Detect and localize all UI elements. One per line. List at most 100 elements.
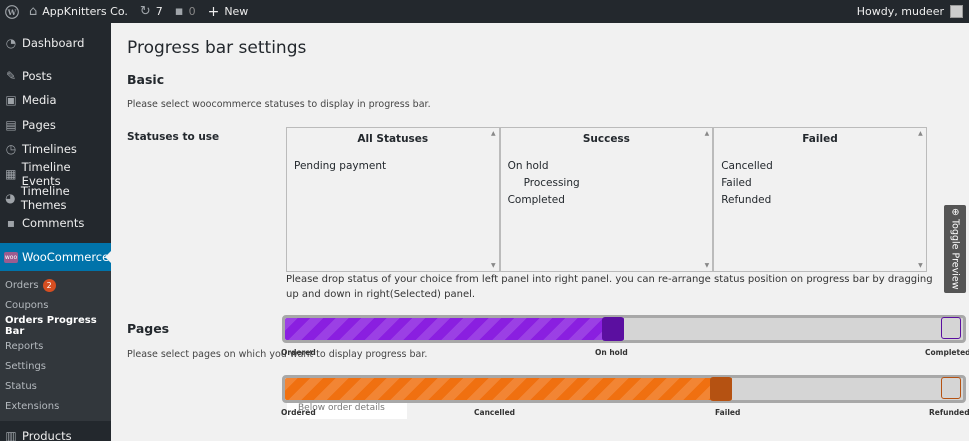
toggle-preview-button[interactable]: ⊕ Toggle Preview — [944, 205, 966, 293]
status-item-pending-payment[interactable]: Pending payment — [294, 160, 387, 172]
bar-label-completed: Completed — [925, 348, 969, 357]
greeting: Howdy, mudeer — [856, 5, 944, 18]
panel-title: All Statuses — [357, 133, 429, 145]
bar-label-refunded: Refunded — [929, 408, 969, 417]
sidebar-item-label: Media — [22, 93, 57, 108]
plus-icon: + — [207, 3, 220, 20]
main-content: Progress bar settings Basic Please selec… — [111, 23, 969, 441]
sidebar-item-dashboard[interactable]: ◔ Dashboard — [0, 31, 111, 56]
status-item-cancelled[interactable]: Cancelled — [721, 160, 773, 172]
status-item-on-hold[interactable]: On hold — [507, 160, 549, 172]
sidebar-item-label: Timeline Events — [21, 159, 71, 188]
status-item-processing[interactable]: Processing — [523, 177, 580, 189]
sidebar-item-label: Comments — [22, 215, 85, 230]
archive-icon: ▥ — [5, 429, 17, 441]
clock-icon: ◷ — [5, 142, 17, 157]
end-status-marker — [941, 317, 961, 339]
sidebar-item-label: WooCommerce — [22, 250, 110, 264]
submenu-label: Orders Progress Bar — [5, 314, 97, 337]
avatar — [950, 5, 963, 18]
updates-count: 7 — [155, 5, 163, 18]
scroll-down-icon[interactable]: ▼ — [918, 262, 923, 269]
toggle-preview-label: ⊕ Toggle Preview — [949, 208, 961, 290]
drop-instructions: Please drop status of your choice from l… — [286, 274, 933, 300]
panel-title: Failed — [802, 133, 838, 145]
page-option-popup[interactable]: Below order details — [287, 403, 407, 419]
submenu-item-settings[interactable]: Settings — [0, 356, 111, 376]
sidebar-item-label: Timeline Themes — [20, 184, 70, 213]
home-icon: ⌂ — [29, 4, 38, 19]
submenu-item-orders-progress-bar[interactable]: Orders Progress Bar — [0, 314, 111, 337]
submenu-item-coupons[interactable]: Coupons — [0, 295, 111, 315]
comments-link[interactable]: ▪ 0 — [169, 0, 202, 23]
pages-icon: ▤ — [5, 117, 17, 132]
submenu-label: Coupons — [5, 299, 49, 311]
dashboard-icon: ◔ — [5, 36, 17, 51]
page-title: Progress bar settings — [127, 38, 307, 58]
sidebar-item-media[interactable]: ▣ Media — [0, 88, 111, 113]
panel-all-statuses[interactable]: All Statuses ▲ Pending payment ▼ — [286, 127, 500, 272]
panel-success[interactable]: Success ▲ On hold Processing Completed ▼ — [499, 127, 714, 272]
current-status-marker — [710, 377, 732, 401]
sidebar-item-timeline-events[interactable]: ▦ Timeline Events — [0, 159, 111, 188]
end-status-marker — [941, 377, 961, 399]
status-list: Pending payment — [287, 152, 499, 175]
panel-title: Success — [582, 133, 630, 145]
status-item-refunded[interactable]: Refunded — [721, 194, 772, 206]
statuses-label: Statuses to use — [127, 131, 220, 143]
sidebar-item-pages[interactable]: ▤ Pages — [0, 113, 111, 138]
woocommerce-icon: woo — [4, 251, 18, 263]
status-panels: All Statuses ▲ Pending payment ▼ Success… — [286, 127, 927, 272]
status-list: On hold Processing Completed — [501, 152, 713, 209]
basic-heading: Basic — [127, 72, 165, 87]
sidebar-item-label: Timelines — [22, 142, 77, 157]
scroll-down-icon[interactable]: ▼ — [490, 262, 496, 269]
bar-label-failed: Failed — [715, 408, 741, 417]
bar-label-on-hold: On hold — [595, 348, 628, 357]
submenu-item-orders[interactable]: Orders 2 — [0, 275, 111, 295]
sidebar-item-woocommerce[interactable]: woo WooCommerce — [0, 243, 111, 271]
pages-description: Please select pages on which you want to… — [127, 349, 428, 360]
updates-link[interactable]: ↻ 7 — [134, 0, 169, 23]
scroll-down-icon[interactable]: ▼ — [704, 262, 710, 269]
site-name: AppKnitters Co. — [42, 5, 128, 18]
failed-progress-bar — [282, 375, 966, 403]
submenu-label: Orders — [5, 279, 39, 291]
scroll-up-icon[interactable]: ▲ — [704, 130, 710, 137]
scroll-up-icon[interactable]: ▲ — [490, 130, 496, 137]
refresh-icon: ↻ — [139, 4, 151, 19]
svg-text:W: W — [6, 7, 16, 16]
sidebar-item-comments[interactable]: ▪ Comments — [0, 211, 111, 236]
submenu-item-extensions[interactable]: Extensions — [0, 397, 111, 417]
sidebar-item-products[interactable]: ▥ Products — [0, 425, 111, 441]
sidebar-item-timelines[interactable]: ◷ Timelines — [0, 137, 111, 162]
bar-label-ordered: Ordered — [281, 408, 316, 417]
account-menu[interactable]: Howdy, mudeer — [851, 0, 969, 23]
basic-description: Please select woocommerce statuses to di… — [127, 99, 431, 110]
sidebar-item-timeline-themes[interactable]: ◕ Timeline Themes — [0, 184, 111, 213]
site-name-link[interactable]: ⌂ AppKnitters Co. — [23, 0, 134, 23]
pages-heading: Pages — [127, 321, 170, 336]
sidebar-item-label: Posts — [22, 68, 53, 83]
submenu-label: Extensions — [5, 401, 60, 413]
scroll-up-icon[interactable]: ▲ — [918, 130, 923, 137]
sidebar-item-posts[interactable]: ✎ Posts — [0, 64, 111, 89]
status-item-failed[interactable]: Failed — [721, 177, 752, 189]
failed-progress-fill — [285, 378, 732, 400]
comments-count: 0 — [188, 5, 196, 18]
admin-bar: W ⌂ AppKnitters Co. ↻ 7 ▪ 0 + New Howdy,… — [0, 0, 969, 23]
submenu-item-status[interactable]: Status — [0, 376, 111, 396]
wordpress-logo-icon[interactable]: W — [0, 0, 23, 23]
current-status-marker — [602, 317, 624, 341]
panel-failed[interactable]: Failed ▲ Cancelled Failed Refunded ▼ — [713, 127, 927, 272]
submenu-label: Status — [5, 381, 37, 393]
success-progress-fill — [285, 318, 624, 340]
orders-count-badge: 2 — [42, 278, 56, 292]
new-content-link[interactable]: + New — [202, 0, 255, 23]
submenu-label: Reports — [5, 340, 44, 352]
bar-label-cancelled: Cancelled — [474, 408, 516, 417]
submenu-item-reports[interactable]: Reports — [0, 336, 111, 356]
status-item-completed[interactable]: Completed — [507, 194, 565, 206]
palette-icon: ◕ — [5, 191, 16, 206]
admin-sidebar: ◔ Dashboard ✎ Posts ▣ Media ▤ Pages ◷ Ti… — [0, 23, 111, 441]
